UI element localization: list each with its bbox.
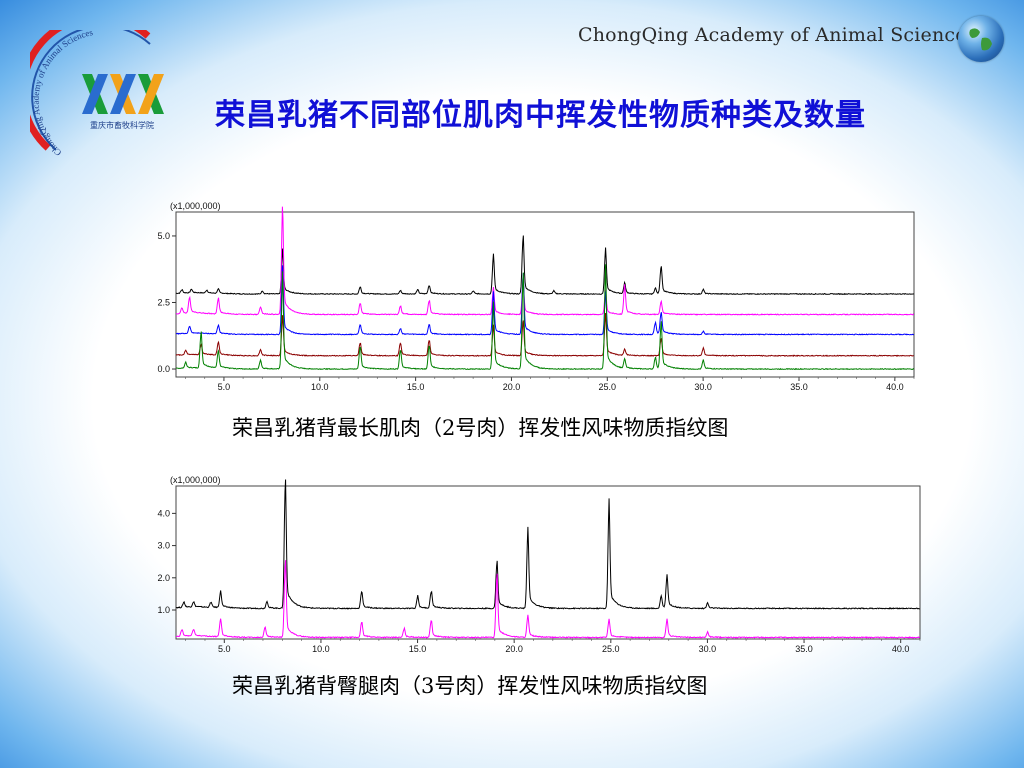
y-tick-label: 5.0 [157, 231, 170, 241]
slide-title: 荣昌乳猪不同部位肌肉中挥发性物质种类及数量 [215, 98, 866, 133]
x-tick-label: 40.0 [892, 644, 910, 654]
y-tick-label: 0.0 [157, 364, 170, 374]
plot-area [175, 485, 921, 640]
x-tick-label: 15.0 [407, 382, 425, 392]
logo-text: 重庆市畜牧科学院 [90, 120, 154, 130]
y-tick-label: 2.5 [157, 297, 170, 307]
chromatogram-chart-2: (x1,000,000) 5.0 10.0 15.0 20.0 25.0 30.0 35.0 4… [140, 470, 930, 664]
chart-1-svg: (x1,000,000) 5.0 10.0 15.0 20.0 25.0 30.0 35.0 4… [157, 201, 915, 392]
y-multiplier-label: (x1,000,000) [170, 475, 221, 485]
x-tick-label: 25.0 [602, 644, 620, 654]
x-tick-label: 30.0 [699, 644, 717, 654]
x-tick-label: 15.0 [409, 644, 427, 654]
plot-area [175, 211, 915, 378]
x-tick-label: 10.0 [311, 382, 329, 392]
series-line-4 [175, 312, 914, 357]
academy-name: ChongQing Academy of Animal Sciences [578, 24, 977, 46]
series-line-3 [175, 265, 914, 336]
series-line-5 [175, 264, 914, 371]
x-tick-label: 5.0 [218, 382, 231, 392]
x-tick-label: 20.0 [505, 644, 523, 654]
x-tick-label: 35.0 [795, 644, 813, 654]
chromatogram-chart-1: (x1,000,000) 5.0 10.0 15.0 20.0 25.0 30.0 35.0 4… [140, 196, 930, 400]
x-tick-label: 30.0 [694, 382, 712, 392]
y-multiplier-label: (x1,000,000) [170, 201, 221, 211]
chart-1-caption: 荣昌乳猪背最长肌肉（2号肉）挥发性风味物质指纹图 [232, 416, 729, 440]
series-line-1 [175, 479, 920, 610]
globe-icon [958, 16, 1004, 62]
series-line-2 [175, 206, 915, 316]
x-tick-label: 40.0 [886, 382, 904, 392]
x-tick-label: 25.0 [599, 382, 617, 392]
x-tick-label: 10.0 [312, 644, 330, 654]
x-tick-label: 5.0 [218, 644, 231, 654]
y-tick-label: 4.0 [157, 508, 170, 518]
y-tick-label: 2.0 [157, 573, 170, 583]
x-tick-label: 20.0 [503, 382, 521, 392]
x-tick-label: 35.0 [790, 382, 808, 392]
chart-2-caption: 荣昌乳猪背臀腿肉（3号肉）挥发性风味物质指纹图 [232, 674, 708, 698]
chart-2-svg: (x1,000,000) 5.0 10.0 15.0 20.0 25.0 30.0 35.0 4… [157, 475, 921, 654]
y-tick-label: 1.0 [157, 605, 170, 615]
series-line-1 [175, 235, 914, 296]
academy-logo: ChongQing Academy of Animal Sciences 重庆市… [19, 13, 190, 170]
y-tick-label: 3.0 [157, 541, 170, 551]
series-line-2 [175, 560, 921, 639]
